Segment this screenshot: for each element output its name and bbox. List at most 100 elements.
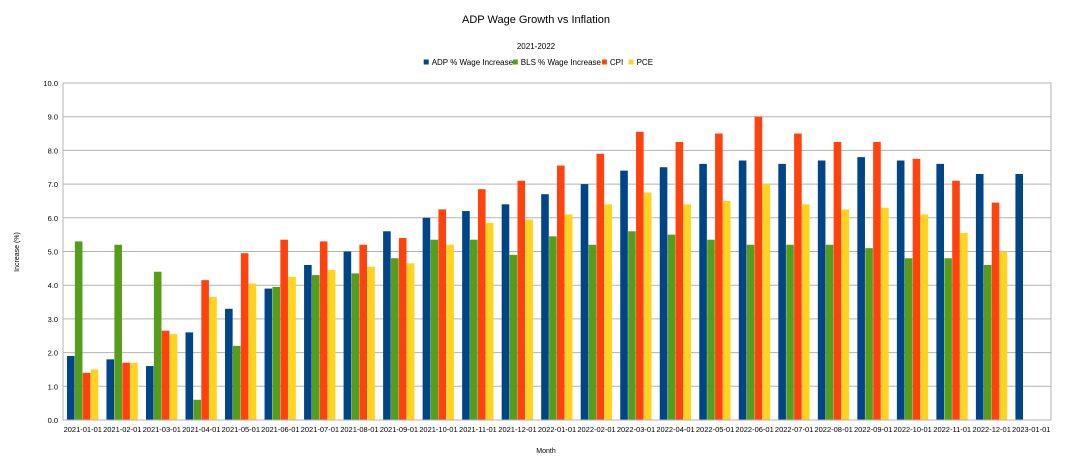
x-tick-label: 2022-02-01 — [577, 425, 615, 434]
bar-pce-12 — [564, 214, 573, 420]
bar-adp-wage-increase-24 — [1015, 173, 1024, 420]
bar-bls-wage-increase-13 — [588, 244, 597, 420]
x-tick-label: 2022-04-01 — [656, 425, 694, 434]
bar-pce-10 — [485, 222, 494, 420]
bar-cpi-1 — [122, 362, 130, 420]
legend-swatch — [628, 59, 634, 65]
bar-adp-wage-increase-6 — [304, 264, 312, 420]
bar-pce-0 — [90, 369, 99, 420]
bar-adp-wage-increase-9 — [422, 217, 431, 420]
bar-bls-wage-increase-20 — [865, 248, 873, 420]
bar-cpi-3 — [201, 280, 209, 420]
x-tick-label: 2021-06-01 — [261, 425, 299, 434]
bar-cpi-12 — [557, 165, 565, 420]
x-tick-label: 2021-05-01 — [222, 425, 260, 434]
bar-bls-wage-increase-15 — [667, 234, 676, 420]
bars — [66, 116, 1024, 421]
legend-swatch — [601, 59, 607, 65]
bar-bls-wage-increase-11 — [509, 254, 518, 420]
bar-cpi-15 — [675, 141, 684, 421]
y-tick-label: 9.0 — [48, 113, 58, 122]
bar-bls-wage-increase-22 — [944, 258, 952, 420]
bar-adp-wage-increase-0 — [66, 355, 75, 420]
x-tick-label: 2022-08-01 — [814, 425, 852, 434]
bar-bls-wage-increase-17 — [746, 244, 755, 420]
bar-adp-wage-increase-3 — [185, 332, 194, 420]
bar-pce-17 — [762, 184, 771, 420]
bar-bls-wage-increase-18 — [786, 244, 794, 420]
chart-subtitle: 2021-2022 — [517, 42, 556, 51]
bar-cpi-4 — [240, 253, 249, 420]
x-tick-label: 2021-10-01 — [419, 425, 457, 434]
bar-bls-wage-increase-9 — [430, 239, 439, 420]
x-tick-label: 2022-10-01 — [893, 425, 931, 434]
bar-bls-wage-increase-3 — [193, 399, 202, 420]
bar-pce-5 — [288, 276, 296, 420]
y-tick-label: 10.0 — [43, 79, 58, 88]
bar-adp-wage-increase-11 — [501, 204, 510, 420]
x-tick-label: 2021-03-01 — [143, 425, 181, 434]
legend: ADP % Wage Increase BLS % Wage Increase CP… — [423, 58, 653, 67]
legend-swatch — [423, 59, 429, 65]
bar-adp-wage-increase-1 — [106, 359, 115, 420]
x-axis-ticks: 2021-01-01 2021-02-01 2021-03-01 2021-04-01… — [64, 425, 1051, 434]
bar-pce-2 — [169, 334, 178, 420]
x-tick-label: 2022-01-01 — [538, 425, 576, 434]
y-tick-label: 7.0 — [48, 180, 58, 189]
bar-pce-18 — [802, 204, 810, 420]
legend-label: CPI — [610, 58, 623, 67]
x-tick-label: 2021-11-01 — [459, 425, 497, 434]
bar-bls-wage-increase-6 — [311, 275, 320, 420]
x-tick-label: 2022-09-01 — [854, 425, 892, 434]
y-axis-label: Increase (%) — [14, 232, 21, 272]
y-tick-label: 3.0 — [48, 315, 58, 324]
bar-cpi-17 — [754, 116, 763, 420]
bar-pce-6 — [327, 270, 336, 420]
bar-adp-wage-increase-10 — [462, 211, 470, 420]
bar-cpi-10 — [477, 189, 486, 420]
bar-adp-wage-increase-20 — [857, 157, 865, 420]
bar-pce-20 — [881, 207, 889, 420]
bar-adp-wage-increase-23 — [975, 173, 984, 420]
bar-cpi-16 — [715, 133, 723, 421]
bar-pce-15 — [683, 204, 692, 420]
bar-cpi-22 — [952, 180, 960, 420]
bar-adp-wage-increase-19 — [817, 160, 826, 420]
x-tick-label: 2021-04-01 — [182, 425, 220, 434]
bar-cpi-23 — [991, 202, 1000, 420]
bar-pce-1 — [130, 362, 138, 420]
bar-cpi-20 — [873, 141, 881, 421]
bar-pce-4 — [248, 283, 257, 420]
bar-adp-wage-increase-15 — [659, 167, 668, 420]
x-tick-label: 2022-12-01 — [973, 425, 1011, 434]
x-tick-label: 2022-06-01 — [735, 425, 773, 434]
bar-adp-wage-increase-7 — [343, 251, 352, 420]
bar-bls-wage-increase-0 — [74, 241, 83, 420]
x-tick-label: 2021-08-01 — [340, 425, 378, 434]
bar-pce-11 — [525, 219, 533, 420]
bar-adp-wage-increase-5 — [264, 288, 273, 420]
bar-cpi-11 — [517, 180, 526, 420]
y-tick-label: 2.0 — [48, 349, 58, 358]
x-tick-label: 2023-01-01 — [1012, 425, 1050, 434]
bar-adp-wage-increase-22 — [936, 163, 944, 420]
y-axis-ticks: 0.0 1.0 2.0 3.0 4.0 5.0 6.0 7.0 8.0 9.0 10.0 — [43, 79, 58, 425]
bar-bls-wage-increase-7 — [351, 273, 360, 420]
bar-cpi-21 — [912, 158, 921, 420]
bar-bls-wage-increase-14 — [628, 231, 636, 420]
bar-pce-13 — [604, 204, 613, 420]
bar-adp-wage-increase-2 — [145, 366, 154, 420]
bar-adp-wage-increase-14 — [620, 170, 628, 420]
bar-bls-wage-increase-4 — [232, 345, 241, 420]
bar-cpi-13 — [596, 153, 605, 420]
bar-pce-16 — [722, 200, 731, 420]
legend-swatch — [512, 59, 518, 65]
bar-pce-14 — [643, 192, 652, 420]
x-tick-label: 2022-11-01 — [933, 425, 971, 434]
y-tick-label: 1.0 — [48, 382, 58, 391]
bar-cpi-5 — [280, 239, 288, 420]
x-tick-label: 2021-09-01 — [380, 425, 418, 434]
x-tick-label: 2021-01-01 — [64, 425, 102, 434]
